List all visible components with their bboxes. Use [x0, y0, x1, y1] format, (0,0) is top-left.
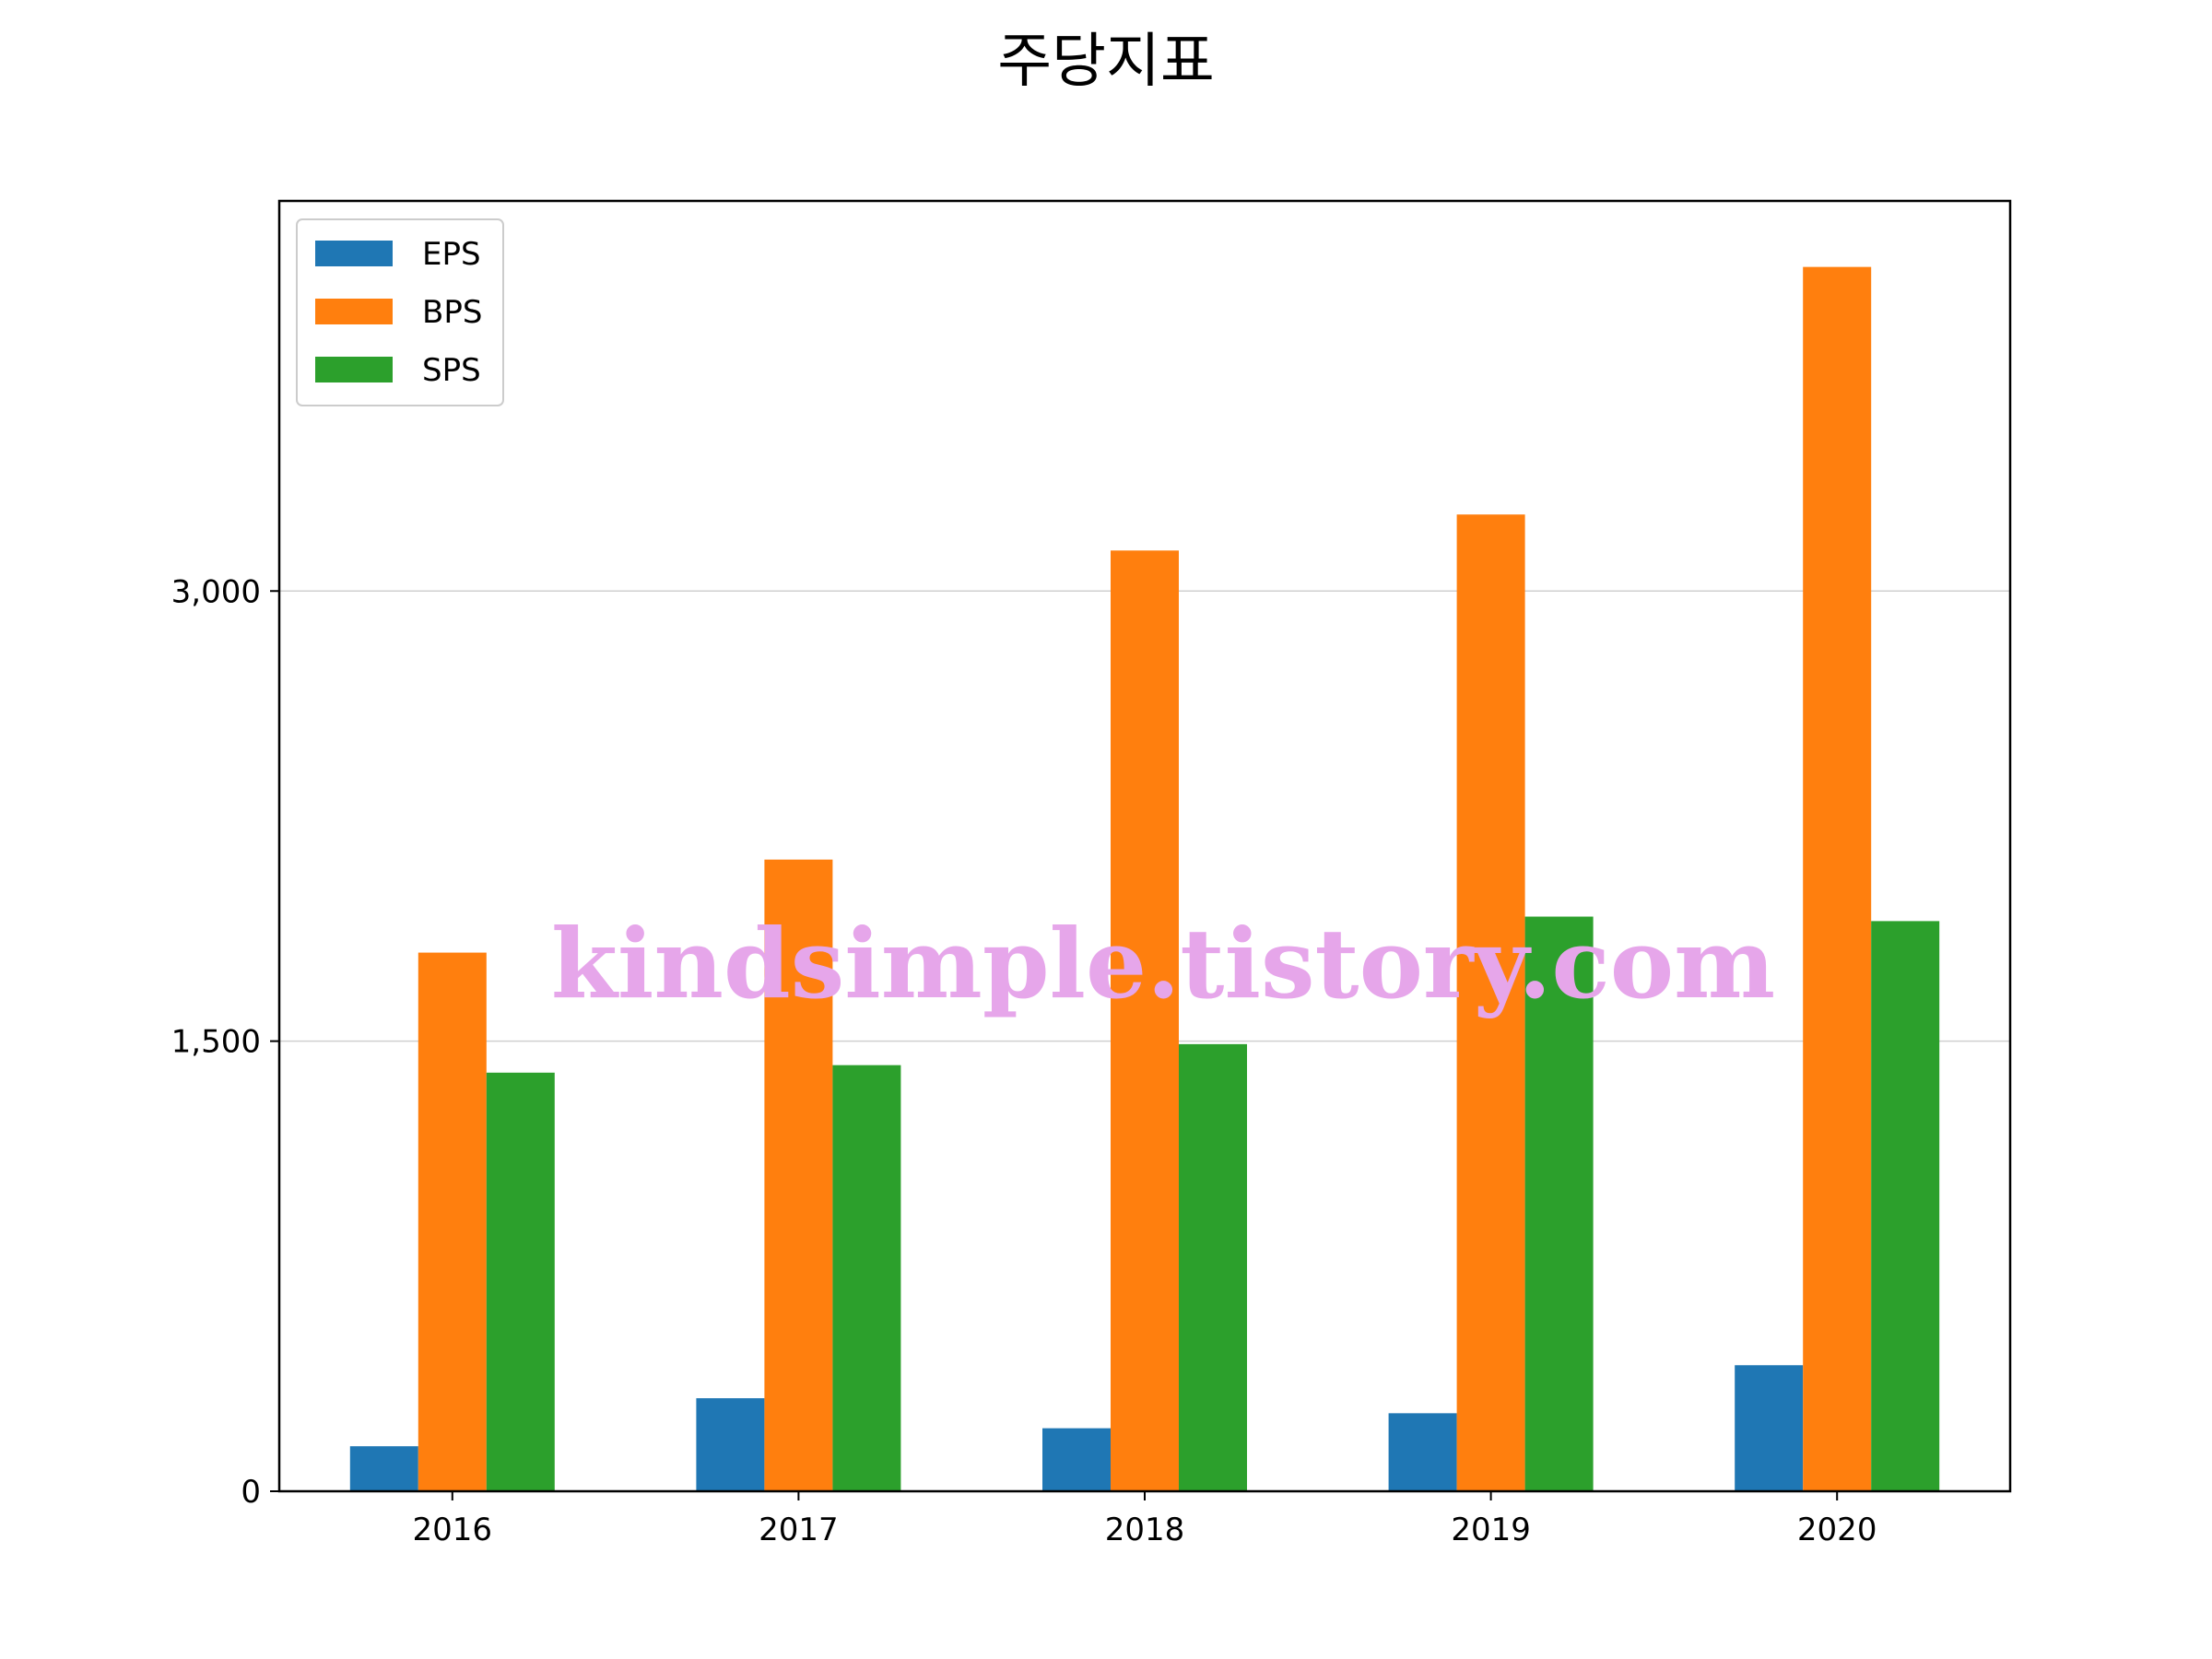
x-axis-ticks: 2016 2017 2018 2019 2020 [413, 1491, 1877, 1548]
y-tick-label-2: 3,000 [171, 573, 261, 610]
x-tick-label-2017: 2017 [759, 1512, 839, 1548]
legend-swatch-bps [315, 299, 393, 324]
bar-bps-2016 [418, 952, 487, 1491]
bar-bps-2019 [1456, 514, 1525, 1491]
legend-label-bps: BPS [422, 294, 482, 331]
legend: EPS BPS SPS [296, 218, 504, 406]
x-tick-label-2019: 2019 [1451, 1512, 1531, 1548]
bar-sps-2016 [486, 1072, 555, 1491]
y-tick-label-0: 0 [241, 1474, 261, 1511]
x-tick-label-2018: 2018 [1105, 1512, 1185, 1548]
bar-eps-2018 [1042, 1428, 1111, 1491]
bar-sps-2019 [1524, 916, 1594, 1491]
bar-sps-2017 [832, 1065, 901, 1491]
x-tick-label-2016: 2016 [413, 1512, 493, 1548]
y-axis-ticks: 0 1,500 3,000 [171, 573, 279, 1511]
legend-label-sps: SPS [422, 352, 481, 389]
legend-swatch-eps [315, 241, 393, 266]
bar-bps-2020 [1803, 266, 1872, 1491]
bars [349, 266, 1940, 1491]
bar-sps-2020 [1871, 921, 1940, 1491]
bar-eps-2020 [1735, 1365, 1804, 1491]
bar-sps-2018 [1179, 1043, 1247, 1491]
bar-bps-2018 [1111, 550, 1179, 1491]
chart-title: 주당지표 [997, 28, 1215, 96]
x-tick-label-2020: 2020 [1797, 1512, 1877, 1548]
bar-bps-2017 [764, 859, 833, 1491]
watermark-text: kindsimple.tistory.com [551, 907, 1775, 1020]
legend-label-eps: EPS [422, 236, 481, 273]
bar-eps-2016 [349, 1446, 418, 1491]
legend-swatch-sps [315, 357, 393, 382]
bar-eps-2019 [1388, 1413, 1457, 1491]
bar-eps-2017 [696, 1398, 765, 1491]
y-tick-label-1: 1,500 [171, 1024, 261, 1061]
